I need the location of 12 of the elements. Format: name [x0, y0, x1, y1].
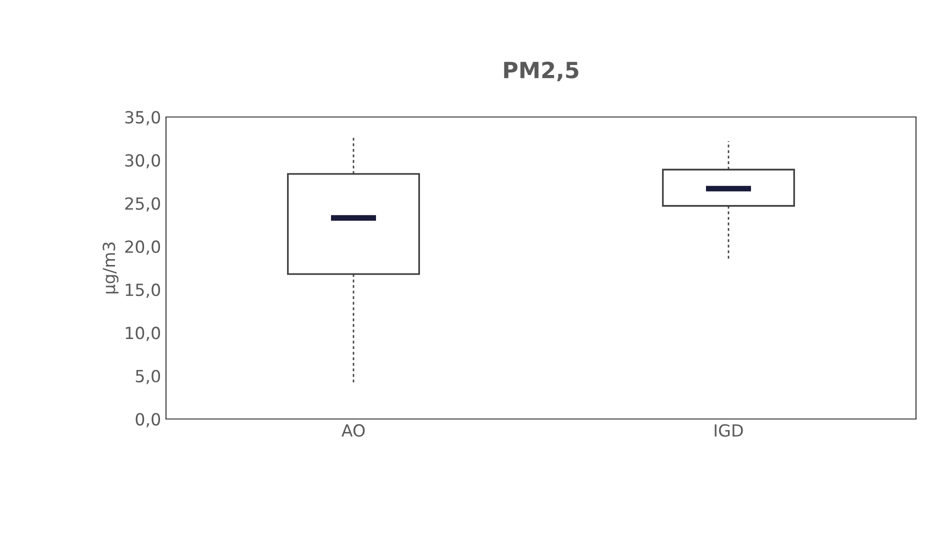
y-tick-label: 0,0: [136, 412, 160, 428]
y-axis-title: µg/m3: [102, 242, 118, 294]
y-tick-label: 5,0: [136, 370, 160, 384]
y-tick-label: 15,0: [126, 284, 160, 298]
y-tick-label: 25,0: [125, 197, 160, 212]
x-tick-label: IGD: [714, 424, 743, 437]
y-tick-label: 10,0: [126, 326, 160, 341]
y-tick-label: 30,0: [125, 154, 160, 168]
y-tick-label: 20,0: [125, 240, 160, 255]
y-tick-label: 35,0: [125, 110, 160, 126]
x-tick-label: AO: [342, 424, 365, 437]
chart-title: PM2,5: [504, 62, 578, 82]
